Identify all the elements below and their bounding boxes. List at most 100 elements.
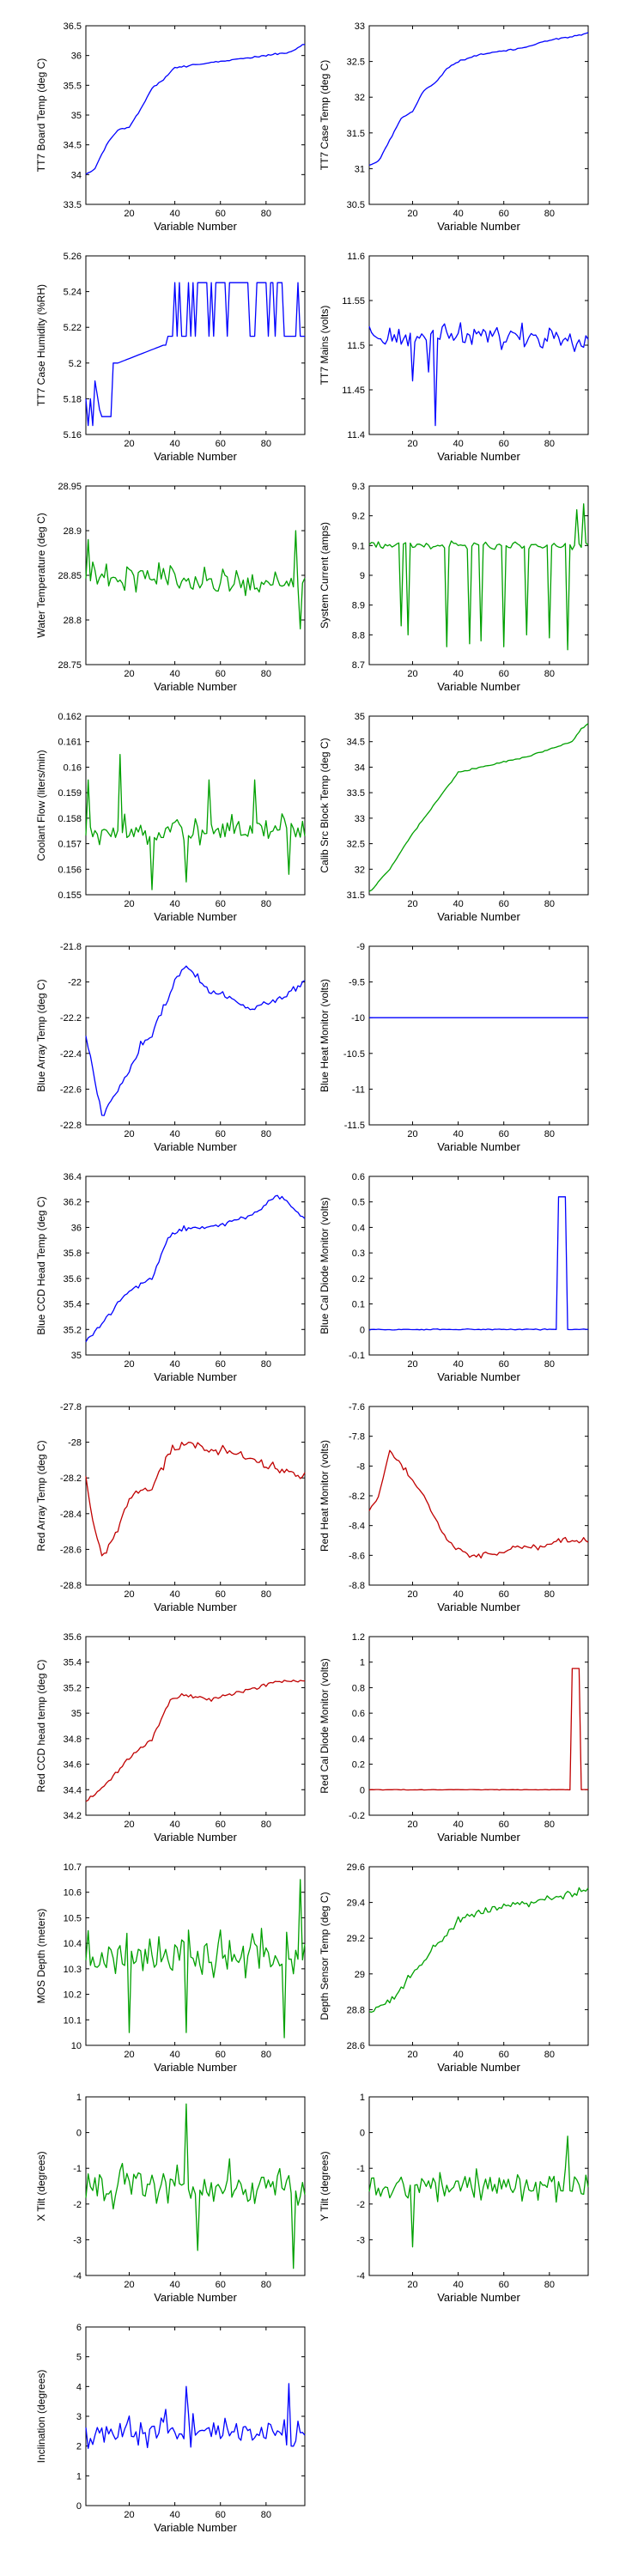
x-tick-label: 60 — [499, 439, 509, 449]
plot-area — [85, 1176, 306, 1356]
y-tick-label: -9.5 — [349, 978, 365, 988]
plot-area — [368, 25, 589, 205]
y-tick-label: -22.4 — [60, 1049, 82, 1060]
x-axis-label: Variable Number — [437, 2291, 520, 2304]
x-axis-label: Variable Number — [437, 450, 520, 463]
x-axis-label: Variable Number — [154, 1831, 237, 1844]
x-tick-label: 40 — [169, 1359, 179, 1370]
x-axis-label: Variable Number — [437, 910, 520, 923]
y-tick-label: 33 — [355, 21, 365, 32]
y-tick-label: 10 — [71, 2041, 82, 2051]
x-tick-label: 40 — [453, 1589, 463, 1600]
x-tick-label: 60 — [216, 669, 226, 679]
x-tick-label: 80 — [544, 209, 555, 219]
y-tick-label: -21.8 — [60, 942, 82, 952]
y-tick-label: -4 — [73, 2271, 82, 2281]
y-tick-label: 0.16 — [64, 762, 82, 773]
chart-panel: 20 40 60 80 5.16 5.18 5.2 5.22 5.24 5.26 Variable … — [35, 252, 306, 463]
x-tick-label: 60 — [216, 439, 226, 449]
y-tick-label: 0 — [360, 2129, 365, 2139]
y-tick-label: -2 — [73, 2200, 82, 2210]
y-tick-label: -7.6 — [349, 1402, 365, 1413]
y-tick-label: 30.5 — [347, 200, 365, 210]
y-tick-label: -28.8 — [60, 1581, 82, 1591]
x-tick-label: 60 — [499, 899, 509, 909]
y-tick-label: 0.6 — [352, 1709, 365, 1719]
y-tick-label: 5.2 — [69, 359, 82, 369]
x-axis-label: Variable Number — [437, 1831, 520, 1844]
y-tick-label: 35 — [71, 1351, 82, 1361]
y-tick-label: 0.8 — [352, 1683, 365, 1693]
x-tick-label: 80 — [261, 1820, 271, 1830]
x-axis-label: Variable Number — [154, 1370, 237, 1383]
x-tick-label: 80 — [261, 1359, 271, 1370]
y-tick-label: 10.3 — [64, 1965, 82, 1975]
x-tick-label: 20 — [407, 669, 417, 679]
y-tick-label: 10.5 — [64, 1913, 82, 1923]
x-axis-label: Variable Number — [154, 2061, 237, 2074]
y-tick-label: 29.6 — [347, 1862, 365, 1873]
series-line — [85, 2103, 306, 2269]
x-tick-label: 40 — [453, 2050, 463, 2060]
x-tick-label: 40 — [453, 2280, 463, 2290]
y-tick-label: 1.2 — [352, 1632, 365, 1643]
y-tick-label: 0.162 — [58, 712, 82, 722]
y-tick-label: 11.5 — [347, 341, 365, 351]
x-tick-label: 20 — [407, 1359, 417, 1370]
plot-area — [368, 485, 589, 665]
series-line — [85, 530, 306, 630]
y-tick-label: -1 — [356, 2164, 365, 2174]
y-tick-label: 0.156 — [58, 865, 82, 875]
x-tick-label: 40 — [169, 899, 179, 909]
y-tick-label: -11 — [352, 1084, 365, 1095]
y-tick-label: 35 — [355, 712, 365, 722]
y-tick-label: 33.5 — [64, 200, 82, 210]
plot-area — [85, 485, 306, 665]
y-tick-label: 0.2 — [352, 1760, 365, 1771]
plot-area — [368, 1866, 589, 2046]
y-tick-label: 9.3 — [352, 482, 365, 492]
plot-area — [85, 25, 306, 205]
y-tick-label: 10.7 — [64, 1862, 82, 1873]
y-tick-label: 2 — [76, 2442, 82, 2452]
x-tick-label: 40 — [453, 669, 463, 679]
y-tick-label: 11.4 — [347, 430, 365, 440]
x-tick-label: 40 — [169, 2510, 179, 2520]
x-tick-label: 80 — [544, 1129, 555, 1139]
y-axis-label: Water Temperature (deg C) — [35, 513, 47, 637]
x-tick-label: 40 — [453, 1129, 463, 1139]
y-tick-label: 35.2 — [64, 1683, 82, 1693]
y-tick-label: 0 — [360, 1785, 365, 1795]
y-tick-label: -22.8 — [60, 1121, 82, 1131]
x-tick-label: 40 — [169, 1129, 179, 1139]
y-axis-label: Depth Sensor Temp (deg C) — [319, 1892, 331, 2020]
y-tick-label: 34.2 — [64, 1811, 82, 1821]
y-axis-label: TT7 Case Humidity (%RH) — [35, 284, 47, 406]
x-tick-label: 60 — [499, 2280, 509, 2290]
y-tick-label: 5.16 — [64, 430, 82, 440]
x-axis-label: Variable Number — [437, 680, 520, 693]
x-tick-label: 80 — [544, 669, 555, 679]
x-tick-label: 20 — [124, 1129, 134, 1139]
series-line — [368, 1886, 589, 2013]
x-tick-label: 80 — [261, 899, 271, 909]
y-tick-label: 36.2 — [64, 1198, 82, 1208]
x-tick-label: 60 — [499, 1589, 509, 1600]
x-tick-label: 40 — [169, 1820, 179, 1830]
x-tick-label: 40 — [169, 209, 179, 219]
y-tick-label: -28.4 — [60, 1510, 82, 1520]
x-tick-label: 40 — [453, 899, 463, 909]
y-tick-label: 0.4 — [352, 1735, 365, 1745]
y-tick-label: 3 — [76, 2412, 82, 2422]
x-tick-label: 80 — [261, 1589, 271, 1600]
y-axis-label: Red Heat Monitor (volts) — [319, 1440, 331, 1552]
plot-area — [368, 1176, 589, 1356]
y-tick-label: 0 — [360, 1325, 365, 1335]
x-tick-label: 80 — [544, 1820, 555, 1830]
y-axis-label: Y Tilt (degrees) — [319, 2151, 331, 2221]
y-axis-label: Coolant Flow (liters/min) — [35, 750, 47, 860]
x-tick-label: 60 — [499, 1359, 509, 1370]
y-tick-label: 8.8 — [352, 630, 365, 641]
y-tick-label: 28.9 — [64, 526, 82, 537]
